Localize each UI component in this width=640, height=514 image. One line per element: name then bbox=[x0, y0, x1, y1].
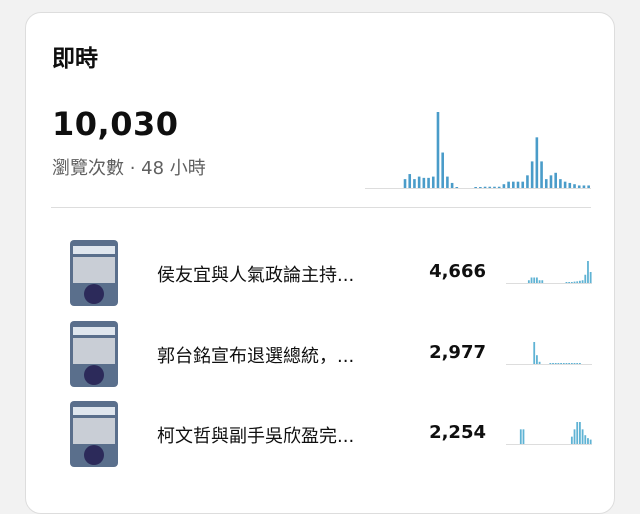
video-sparkline bbox=[506, 342, 592, 365]
chart-bar[interactable] bbox=[436, 112, 440, 188]
chart-bar[interactable] bbox=[526, 175, 529, 188]
chart-bar[interactable] bbox=[587, 438, 589, 444]
chart-bar[interactable] bbox=[413, 179, 416, 188]
chart-bar[interactable] bbox=[565, 282, 568, 283]
chart-bar[interactable] bbox=[587, 261, 589, 283]
chart-bar[interactable] bbox=[581, 280, 584, 283]
divider bbox=[51, 207, 591, 208]
chart-bar[interactable] bbox=[544, 179, 548, 188]
chart-bar[interactable] bbox=[538, 280, 541, 283]
chart-bar[interactable] bbox=[441, 152, 444, 188]
chart-bar[interactable] bbox=[570, 436, 573, 444]
chart-bar[interactable] bbox=[431, 176, 435, 188]
chart-bar[interactable] bbox=[552, 363, 554, 364]
chart-bar[interactable] bbox=[536, 277, 538, 284]
video-sparkline bbox=[506, 422, 592, 445]
chart-bar[interactable] bbox=[554, 363, 557, 364]
chart-bar[interactable] bbox=[422, 177, 426, 188]
chart-bar[interactable] bbox=[573, 363, 576, 364]
chart-bar[interactable] bbox=[521, 181, 525, 188]
views-subtitle: 瀏覽次數 · 48 小時 bbox=[52, 158, 206, 179]
chart-bar[interactable] bbox=[488, 186, 492, 188]
chart-bar[interactable] bbox=[527, 280, 530, 283]
chart-bar[interactable] bbox=[562, 363, 565, 364]
video-sparkline bbox=[506, 261, 592, 284]
video-thumbnail[interactable] bbox=[70, 240, 118, 306]
chart-bar[interactable] bbox=[540, 161, 543, 188]
chart-bar[interactable] bbox=[589, 439, 592, 444]
chart-bar[interactable] bbox=[502, 184, 506, 188]
chart-bar[interactable] bbox=[493, 186, 496, 188]
chart-bar[interactable] bbox=[582, 185, 586, 188]
chart-bar[interactable] bbox=[479, 187, 482, 188]
chart-bar[interactable] bbox=[541, 280, 544, 283]
chart-bar[interactable] bbox=[570, 363, 573, 364]
chart-bar[interactable] bbox=[587, 185, 590, 188]
chart-bar[interactable] bbox=[579, 363, 581, 364]
chart-bar[interactable] bbox=[549, 175, 553, 188]
video-thumbnail[interactable] bbox=[70, 321, 118, 387]
chart-bar[interactable] bbox=[570, 282, 573, 283]
chart-bar[interactable] bbox=[576, 281, 579, 283]
chart-bar[interactable] bbox=[573, 281, 576, 283]
video-views: 2,254 bbox=[429, 422, 486, 443]
video-row[interactable]: 郭台銘宣布退選總統，... 2,977 bbox=[70, 321, 610, 387]
chart-bar[interactable] bbox=[563, 181, 567, 188]
chart-bar[interactable] bbox=[584, 435, 587, 444]
video-views: 2,977 bbox=[429, 342, 486, 363]
chart-bar[interactable] bbox=[533, 342, 536, 364]
chart-bar[interactable] bbox=[533, 277, 536, 284]
chart-bar[interactable] bbox=[538, 361, 541, 364]
chart-bar[interactable] bbox=[530, 161, 534, 188]
video-thumbnail[interactable] bbox=[70, 401, 118, 467]
chart-bar[interactable] bbox=[560, 363, 562, 364]
chart-bar[interactable] bbox=[565, 363, 568, 364]
chart-bar[interactable] bbox=[559, 179, 562, 188]
video-title[interactable]: 侯友宜與人氣政論主持... bbox=[157, 265, 355, 286]
chart-bar[interactable] bbox=[557, 363, 560, 364]
chart-bar[interactable] bbox=[568, 282, 571, 283]
chart-bar[interactable] bbox=[581, 429, 584, 444]
chart-bar[interactable] bbox=[403, 179, 407, 188]
chart-bar[interactable] bbox=[474, 187, 477, 188]
chart-bar[interactable] bbox=[535, 137, 539, 188]
chart-bar[interactable] bbox=[530, 277, 533, 284]
realtime-card: 即時 10,030 瀏覽次數 · 48 小時 侯友宜與人氣政論主持... 4,6… bbox=[25, 12, 615, 514]
chart-bar[interactable] bbox=[483, 186, 487, 188]
chart-bar[interactable] bbox=[573, 429, 576, 444]
chart-bar[interactable] bbox=[576, 363, 579, 364]
chart-bar[interactable] bbox=[549, 363, 552, 364]
chart-bar[interactable] bbox=[568, 182, 572, 188]
chart-bar[interactable] bbox=[576, 422, 579, 444]
card-title: 即時 bbox=[52, 46, 98, 72]
chart-bar[interactable] bbox=[427, 177, 430, 188]
chart-bar[interactable] bbox=[584, 274, 587, 283]
chart-bar[interactable] bbox=[554, 172, 557, 188]
chart-bar[interactable] bbox=[512, 181, 515, 188]
video-title[interactable]: 郭台銘宣布退選總統，... bbox=[157, 346, 355, 367]
video-title[interactable]: 柯文哲與副手吳欣盈完... bbox=[157, 426, 355, 447]
chart-bar[interactable] bbox=[522, 429, 525, 444]
chart-bar[interactable] bbox=[507, 181, 510, 188]
video-row[interactable]: 侯友宜與人氣政論主持... 4,666 bbox=[70, 240, 610, 306]
chart-bar[interactable] bbox=[519, 429, 522, 444]
chart-bar[interactable] bbox=[579, 422, 581, 444]
chart-bar[interactable] bbox=[577, 185, 581, 188]
video-views: 4,666 bbox=[429, 261, 486, 282]
chart-bar[interactable] bbox=[589, 272, 592, 283]
chart-bar[interactable] bbox=[568, 363, 571, 364]
chart-bar[interactable] bbox=[536, 355, 538, 364]
chart-bar[interactable] bbox=[497, 186, 501, 188]
views-count: 10,030 bbox=[52, 105, 179, 143]
hourly-views-chart[interactable] bbox=[365, 109, 591, 191]
chart-bar[interactable] bbox=[516, 181, 520, 188]
chart-bar[interactable] bbox=[455, 187, 459, 188]
chart-bar[interactable] bbox=[450, 182, 454, 188]
chart-bar[interactable] bbox=[446, 176, 449, 188]
chart-bar[interactable] bbox=[573, 184, 576, 188]
chart-bar[interactable] bbox=[417, 176, 421, 188]
chart-bar[interactable] bbox=[408, 174, 412, 188]
chart-bar[interactable] bbox=[579, 280, 581, 283]
video-row[interactable]: 柯文哲與副手吳欣盈完... 2,254 bbox=[70, 401, 610, 467]
